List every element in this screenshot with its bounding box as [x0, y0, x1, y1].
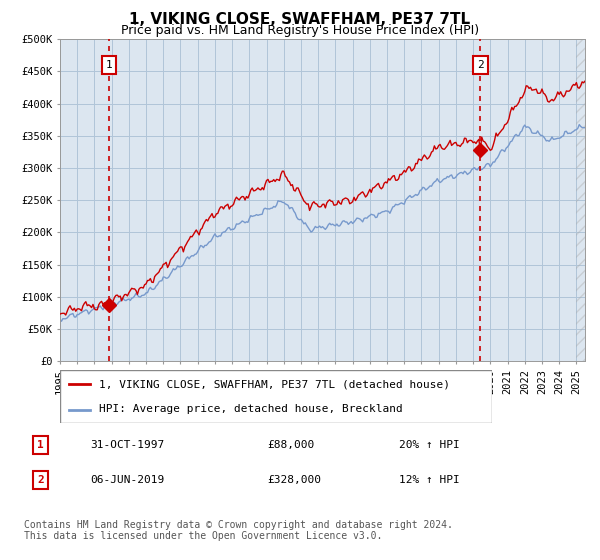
FancyBboxPatch shape [60, 370, 492, 423]
Text: 1, VIKING CLOSE, SWAFFHAM, PE37 7TL: 1, VIKING CLOSE, SWAFFHAM, PE37 7TL [130, 12, 470, 27]
Text: 06-JUN-2019: 06-JUN-2019 [90, 475, 164, 485]
Text: 1, VIKING CLOSE, SWAFFHAM, PE37 7TL (detached house): 1, VIKING CLOSE, SWAFFHAM, PE37 7TL (det… [99, 380, 450, 390]
Text: 31-OCT-1997: 31-OCT-1997 [90, 440, 164, 450]
Text: 20% ↑ HPI: 20% ↑ HPI [400, 440, 460, 450]
Text: Contains HM Land Registry data © Crown copyright and database right 2024.
This d: Contains HM Land Registry data © Crown c… [24, 520, 453, 542]
Text: 2: 2 [37, 475, 44, 485]
Text: 12% ↑ HPI: 12% ↑ HPI [400, 475, 460, 485]
Text: £88,000: £88,000 [267, 440, 314, 450]
Text: HPI: Average price, detached house, Breckland: HPI: Average price, detached house, Brec… [99, 404, 403, 414]
Text: £328,000: £328,000 [267, 475, 321, 485]
Text: 1: 1 [37, 440, 44, 450]
Text: Price paid vs. HM Land Registry's House Price Index (HPI): Price paid vs. HM Land Registry's House … [121, 24, 479, 37]
Text: 1: 1 [106, 60, 112, 70]
Text: 2: 2 [477, 60, 484, 70]
